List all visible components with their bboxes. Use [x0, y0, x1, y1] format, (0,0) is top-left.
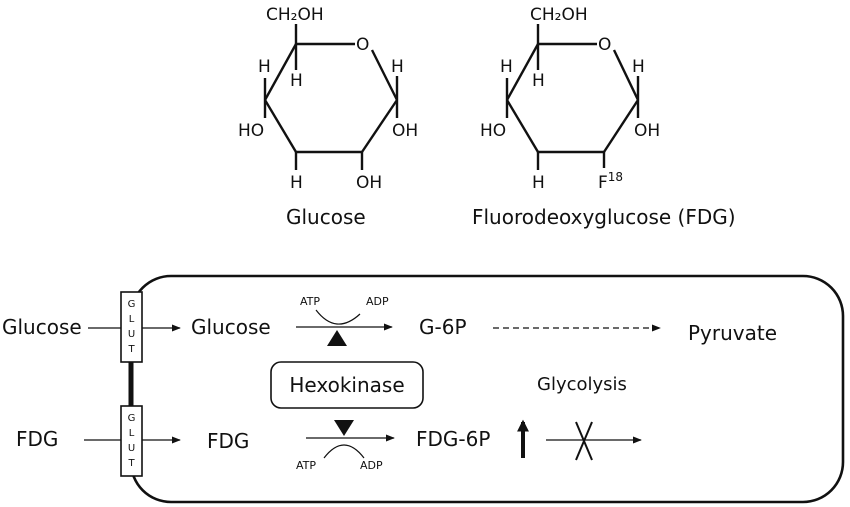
hexokinase-triangle-up — [327, 330, 347, 346]
glucose-c2-oh: OH — [356, 173, 382, 193]
fdg-c4-ho: HO — [480, 121, 506, 141]
fdg-bond-c1-c2 — [602, 99, 640, 153]
fdg-f18-superscript: 18 — [608, 170, 623, 184]
fdg-caption: Fluorodeoxyglucose (FDG) — [472, 205, 736, 229]
glut-transporter-top: G L U T — [120, 291, 143, 363]
fdg-c2-fluorine: F18 — [598, 170, 623, 193]
glut-bottom-letter-u: U — [128, 443, 135, 454]
hexokinase-triangle-down — [334, 420, 354, 436]
glucose-ch2oh-label: CH₂OH — [266, 5, 324, 25]
glucose-c5-h: H — [290, 71, 303, 91]
glut-bottom-letter-g: G — [128, 413, 136, 424]
fdg-bond-c3-c4 — [505, 99, 540, 153]
glut-box-top — [120, 291, 143, 363]
fdg-structure: CH₂OH O H H HO H OH H F18 Fluorodeoxyglu… — [472, 5, 736, 229]
glucose-ring-oxygen: O — [356, 35, 369, 55]
outside-fdg-label: FDG — [16, 427, 58, 451]
inside-fdg-label: FDG — [207, 429, 249, 453]
fdg6p-label: FDG-6P — [416, 427, 490, 451]
glut-bottom-letter-l: L — [129, 428, 135, 439]
glucose-c4-ho: HO — [238, 121, 264, 141]
fdg-c5-h: H — [532, 71, 545, 91]
glucose-c4-h: H — [258, 57, 271, 77]
adp-bottom-label: ADP — [360, 459, 383, 472]
glucose-bond-c1-c2 — [361, 99, 398, 153]
fdg-c1-h: H — [632, 57, 645, 77]
atp-adp-top-curve — [315, 309, 361, 325]
cell-membrane — [129, 274, 845, 504]
fdg-c3-h: H — [532, 173, 545, 193]
glut-transporter-bottom: G L U T — [120, 405, 143, 477]
glucose-c1-h: H — [391, 57, 404, 77]
glucose-bond-c3-c4 — [263, 99, 298, 153]
glut-top-letter-g: G — [128, 299, 136, 310]
fdg-bond-o-c1 — [612, 49, 640, 101]
fdg-c4-h: H — [500, 57, 513, 77]
adp-top-label: ADP — [366, 295, 389, 308]
g6p-label: G-6P — [419, 315, 467, 339]
glut-top-letter-u: U — [128, 329, 135, 340]
fdg-c1-oh: OH — [634, 121, 660, 141]
glucose-bond-o-c1 — [370, 49, 399, 101]
pyruvate-label: Pyruvate — [688, 321, 777, 345]
outside-glucose-label: Glucose — [2, 315, 82, 339]
glucose-structure: CH₂OH O H H HO H OH H OH Glucose — [238, 5, 418, 229]
block-cross-stroke-2 — [575, 421, 593, 461]
inside-glucose-label: Glucose — [191, 315, 271, 339]
hexokinase-label: Hexokinase — [289, 373, 404, 397]
hexokinase-box — [270, 361, 424, 409]
fdg-bond-c4-c5 — [505, 43, 540, 101]
glut-box-bottom — [120, 405, 143, 477]
atp-bottom-label: ATP — [296, 459, 316, 472]
atp-top-label: ATP — [300, 295, 320, 308]
glucose-bond-c4-c5 — [263, 43, 298, 101]
glycolysis-label: Glycolysis — [537, 374, 627, 395]
glucose-caption: Glucose — [286, 205, 366, 229]
cell: G L U T G L U T Glucose Glucose ATP ADP … — [2, 274, 845, 504]
glut-top-letter-l: L — [129, 314, 135, 325]
fdg-ch2oh-label: CH₂OH — [530, 5, 588, 25]
glucose-c3-h: H — [290, 173, 303, 193]
atp-adp-bottom-curve — [323, 444, 365, 459]
glut-top-letter-t: T — [127, 344, 135, 355]
glut-bottom-letter-t: T — [127, 458, 135, 469]
glucose-c1-oh: OH — [392, 121, 418, 141]
fdg-ring-oxygen: O — [598, 35, 611, 55]
